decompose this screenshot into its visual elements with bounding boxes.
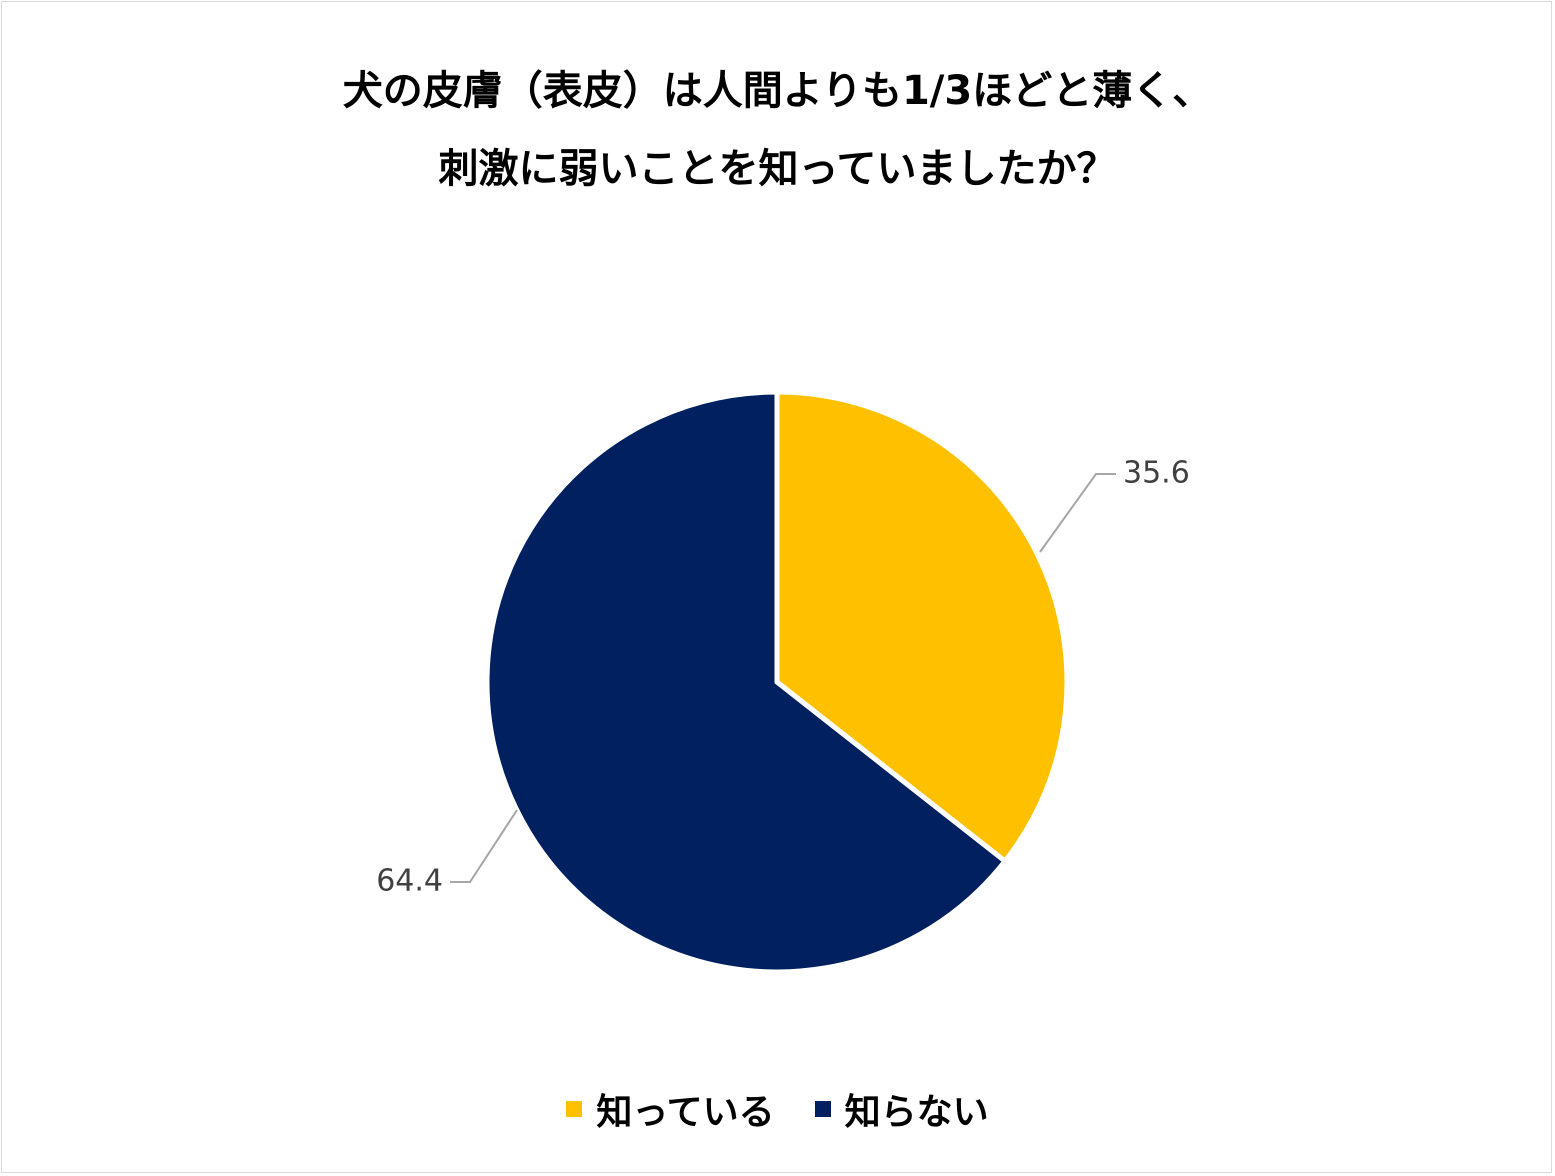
leader-line-known [1039,473,1116,553]
pie-slice-known [774,389,1070,865]
data-label-unknown: 64.4 [376,864,443,899]
legend-item-unknown: 知らない [814,1083,989,1135]
legend-label-unknown: 知らない [844,1092,989,1133]
chart-title-line-2: 刺激に弱いことを知っていましたか？ [438,146,1117,192]
legend-swatch-unknown [814,1101,831,1117]
legend-item-known: 知っている [566,1083,775,1135]
leader-line-unknown [450,809,518,883]
data-label-known: 35.6 [1123,456,1190,491]
legend-label-known: 知っている [596,1092,775,1133]
legend-swatch-known [566,1101,583,1117]
legend: 知っている 知らない [0,1083,1555,1135]
leader-lines [450,473,1116,883]
pie-slice-unknown [484,389,1009,975]
data-labels: 35.6 64.4 [376,456,1190,899]
chart-title-line-1: 犬の皮膚（表皮）は人間よりも1/3ほどと薄く、 [342,68,1213,114]
pie-slices [484,389,1070,975]
chart-title: 犬の皮膚（表皮）は人間よりも1/3ほどと薄く、 刺激に弱いことを知っていましたか… [0,52,1555,208]
